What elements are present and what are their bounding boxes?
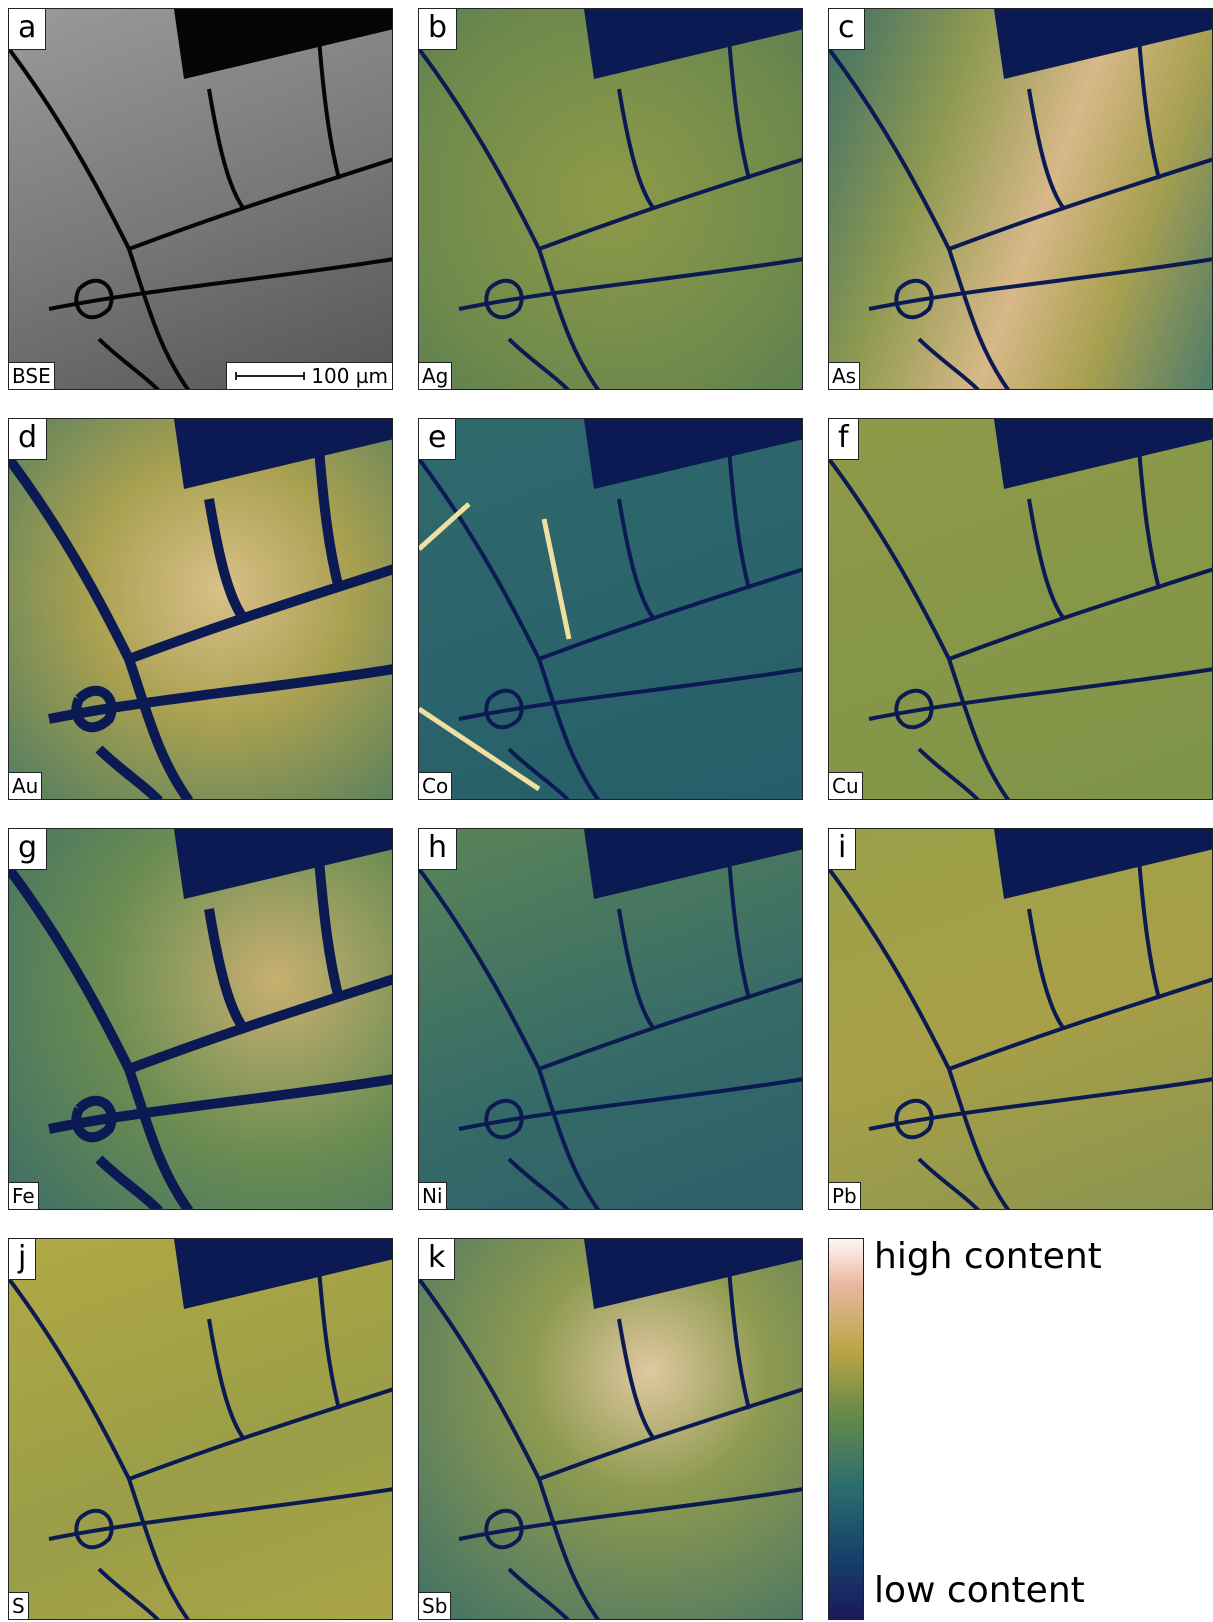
map-texture bbox=[419, 1239, 803, 1620]
map-texture bbox=[419, 9, 803, 390]
map-texture bbox=[9, 9, 393, 390]
map-texture bbox=[829, 9, 1213, 390]
panel-letter: k bbox=[419, 1239, 455, 1280]
element-label: BSE bbox=[9, 362, 55, 389]
element-label: Pb bbox=[829, 1182, 861, 1209]
panel-letter: d bbox=[9, 419, 47, 460]
panel-letter: i bbox=[829, 829, 856, 870]
map-panel: a BSE 100 µm bbox=[8, 8, 393, 390]
element-label: Ni bbox=[419, 1182, 447, 1209]
element-label: Cu bbox=[829, 772, 863, 799]
map-texture bbox=[829, 829, 1213, 1210]
panel-letter: f bbox=[829, 419, 859, 460]
map-panel: d Au bbox=[8, 418, 393, 800]
scale-line bbox=[235, 372, 305, 380]
map-texture bbox=[419, 829, 803, 1210]
element-label: Sb bbox=[419, 1592, 451, 1619]
figure: high content low content (() => { const … bbox=[0, 0, 1213, 1622]
map-texture bbox=[9, 1239, 393, 1620]
map-panel: g Fe bbox=[8, 828, 393, 1210]
panel-letter: a bbox=[9, 9, 46, 50]
map-texture bbox=[829, 419, 1213, 800]
panel-letter: h bbox=[419, 829, 457, 870]
map-texture bbox=[9, 829, 393, 1210]
map-panel: c As bbox=[828, 8, 1213, 390]
panel-letter: e bbox=[419, 419, 456, 460]
map-panel: k Sb bbox=[418, 1238, 803, 1620]
scale-bar: 100 µm bbox=[226, 362, 392, 389]
map-panel: i Pb bbox=[828, 828, 1213, 1210]
element-label: S bbox=[9, 1592, 29, 1619]
panel-letter: j bbox=[9, 1239, 36, 1280]
colorbar-high-label: high content bbox=[874, 1236, 1102, 1277]
map-panel: h Ni bbox=[418, 828, 803, 1210]
element-label: Au bbox=[9, 772, 42, 799]
panel-letter: c bbox=[829, 9, 865, 50]
colorbar-low-label: low content bbox=[874, 1570, 1085, 1611]
map-texture bbox=[9, 419, 393, 800]
scale-label: 100 µm bbox=[311, 363, 388, 389]
panel-letter: b bbox=[419, 9, 457, 50]
element-label: Ag bbox=[419, 362, 452, 389]
map-panel: b Ag bbox=[418, 8, 803, 390]
element-label: Co bbox=[419, 772, 452, 799]
map-panel: e Co bbox=[418, 418, 803, 800]
map-panel: f Cu bbox=[828, 418, 1213, 800]
map-texture bbox=[419, 419, 803, 800]
colorbar bbox=[828, 1238, 864, 1620]
panel-letter: g bbox=[9, 829, 47, 870]
element-label: Fe bbox=[9, 1182, 39, 1209]
element-label: As bbox=[829, 362, 860, 389]
